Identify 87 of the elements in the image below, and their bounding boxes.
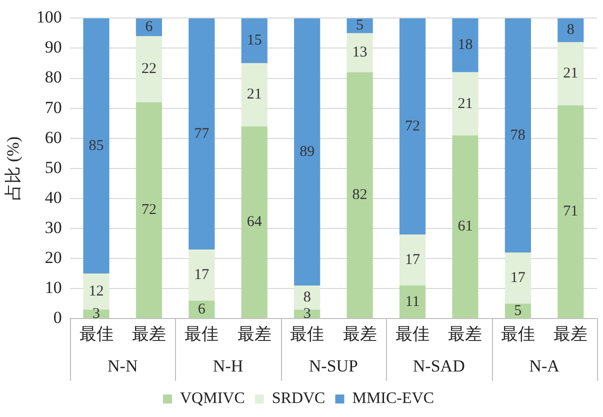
x-tick-label: 最差 [448, 324, 482, 344]
bar [83, 310, 110, 318]
bar [241, 126, 268, 318]
text: N-SAD [412, 356, 465, 376]
x-tick-label: 最差 [342, 324, 377, 344]
y-tick-label: 30 [44, 218, 62, 237]
data-label: 3 [303, 306, 311, 322]
y-tick-label: 10 [44, 278, 62, 298]
data-label: 64 [246, 214, 262, 230]
x-tick-label: 最差 [554, 324, 588, 344]
y-tick-label: 20 [44, 248, 62, 267]
x-tick-label: 最佳 [500, 324, 535, 344]
bar [188, 300, 215, 318]
data-label: 77 [194, 126, 210, 142]
bar [452, 135, 478, 318]
y-tick-label: 60 [44, 128, 62, 147]
bar [452, 18, 478, 72]
data-label: 71 [563, 204, 578, 220]
data-label: 5 [514, 302, 522, 319]
bar [294, 286, 320, 310]
x-tick-label: 最佳 [79, 324, 114, 344]
y-tick-label: 50 [44, 158, 62, 177]
bar [188, 250, 215, 301]
bar [504, 18, 531, 253]
data-label: 15 [246, 32, 262, 49]
bar [188, 18, 215, 250]
data-label: 85 [88, 138, 104, 154]
x-tick-label: 最差 [132, 324, 166, 344]
y-tick-label: 40 [44, 188, 62, 207]
text: N-SUP [308, 356, 358, 376]
data-label: 12 [88, 284, 104, 300]
bar [83, 274, 110, 310]
bar [241, 18, 268, 64]
data-label: 82 [352, 187, 368, 204]
legend-label: MMIC-EVC [352, 390, 434, 408]
text: N-A [529, 356, 560, 376]
y-tick-label: 0 [53, 308, 62, 328]
bar [241, 63, 268, 126]
data-label: 72 [405, 118, 420, 134]
y-axis-title: 占比 (%) [4, 136, 23, 200]
bar [346, 33, 373, 72]
bar [136, 36, 162, 102]
y-tick-label: 90 [44, 38, 62, 57]
data-label: 11 [405, 294, 420, 310]
bar [399, 234, 426, 286]
data-label: 21 [458, 96, 473, 112]
y-tick-label: 80 [44, 68, 62, 87]
bar [399, 18, 426, 234]
bar [294, 18, 320, 286]
data-label: 13 [352, 44, 368, 61]
data-label: 3 [92, 306, 100, 322]
text: N-H [212, 356, 244, 376]
x-tick-label: 最佳 [396, 324, 430, 344]
data-label: 5 [356, 18, 364, 34]
bar [399, 286, 426, 318]
legend-label: VQMIVC [180, 390, 245, 408]
data-label: 18 [458, 37, 473, 54]
data-label: 89 [300, 144, 315, 160]
text: N-N [108, 356, 138, 376]
x-tick-label: 最佳 [184, 324, 219, 344]
data-label: 8 [566, 22, 574, 38]
x-tick-label: 最佳 [290, 324, 324, 344]
bar [83, 18, 110, 274]
data-label: 6 [145, 19, 154, 36]
data-label: 72 [141, 202, 156, 218]
data-label: 17 [194, 266, 210, 283]
data-label: 21 [246, 86, 262, 103]
bar [346, 72, 373, 318]
x-tick-label: 最差 [237, 324, 272, 344]
data-label: 6 [198, 301, 206, 318]
legend-label: SRDVC [272, 390, 326, 408]
data-label: 61 [458, 218, 473, 235]
bar [558, 105, 584, 318]
data-label: 8 [303, 290, 311, 306]
bar [558, 42, 584, 106]
bar [452, 72, 478, 136]
data-label: 17 [510, 270, 526, 286]
bar [136, 102, 162, 318]
y-tick-label: 70 [44, 98, 62, 117]
data-label: 22 [141, 61, 156, 78]
bar [504, 304, 531, 318]
data-label: 78 [510, 127, 526, 144]
data-label: 21 [563, 66, 578, 82]
bar [558, 18, 584, 42]
y-tick-label: 100 [36, 8, 62, 27]
bar [504, 252, 531, 304]
data-label: 17 [405, 252, 421, 268]
